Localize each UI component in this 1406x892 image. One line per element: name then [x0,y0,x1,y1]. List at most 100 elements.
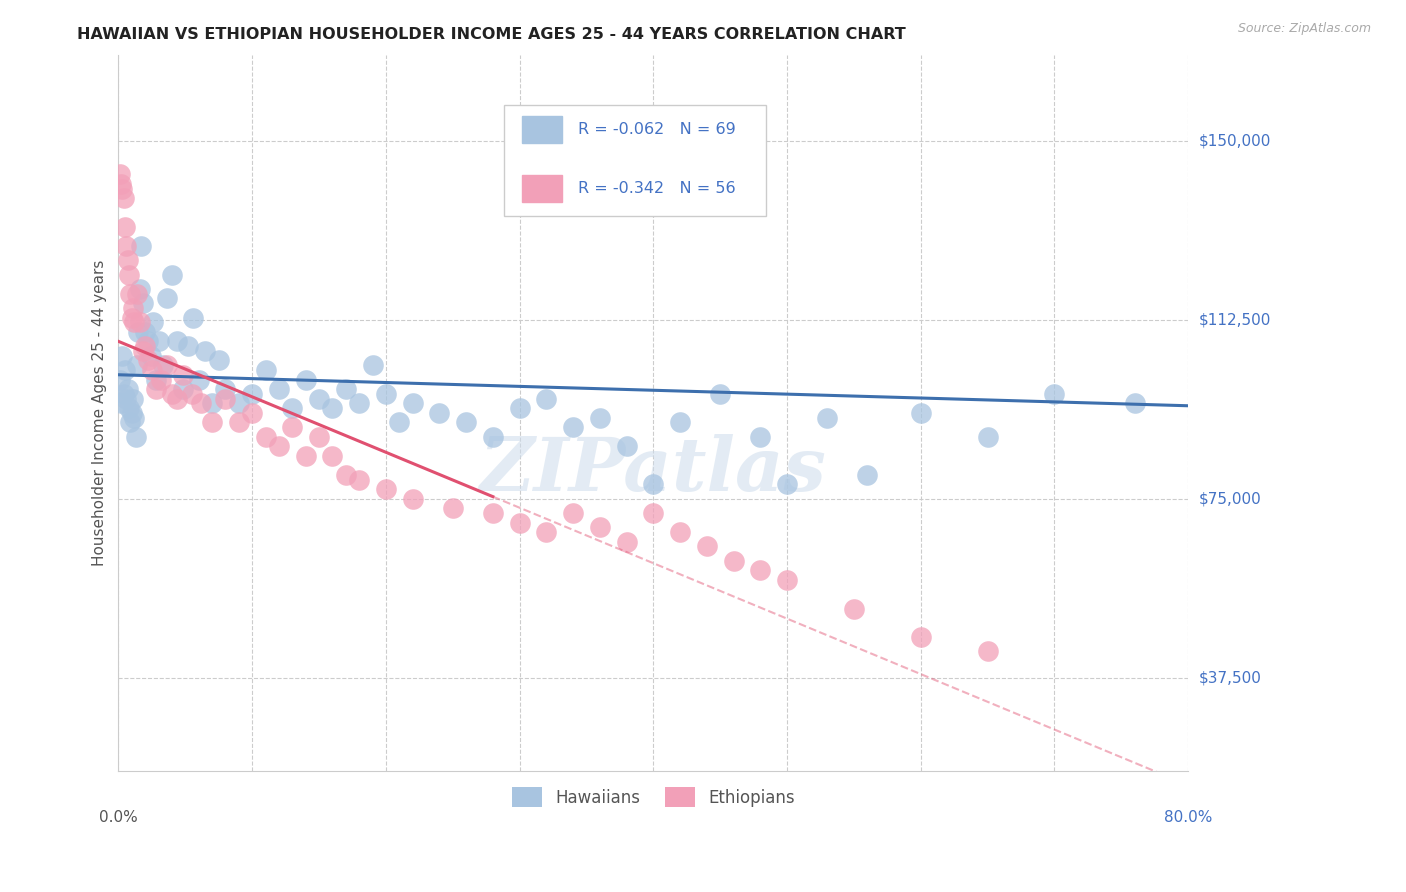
Legend: Hawaiians, Ethiopians: Hawaiians, Ethiopians [505,780,801,814]
Point [321,401,343,416]
Point [1043,387,1066,401]
Point [776,573,799,587]
Point [401,491,423,506]
Point [1123,396,1146,410]
Point [160,387,183,401]
Point [201,396,224,410]
Point [124,315,146,329]
Point [294,449,316,463]
Point [155,358,177,372]
Point [401,396,423,410]
Point [118,401,141,416]
Point [122,301,145,315]
Point [482,430,505,444]
Point [112,387,135,401]
Point [141,363,163,377]
Point [776,477,799,491]
Point [108,372,131,386]
Point [172,368,194,382]
Point [139,349,162,363]
Point [910,630,932,644]
Point [749,563,772,577]
Point [427,406,450,420]
Text: 80.0%: 80.0% [1164,810,1212,825]
Point [131,296,153,310]
Point [335,467,357,482]
Point [228,416,250,430]
Point [709,387,731,401]
Point [128,315,150,329]
Point [120,286,142,301]
Point [589,520,612,534]
Point [842,601,865,615]
Point [214,392,236,406]
Point [254,363,277,377]
Point [308,392,330,406]
Point [616,439,638,453]
Point [134,325,156,339]
Point [643,477,665,491]
Point [669,525,692,540]
Point [308,430,330,444]
Point [134,339,156,353]
Point [456,416,478,430]
Point [127,358,149,372]
Text: R = -0.062   N = 69: R = -0.062 N = 69 [578,122,737,137]
Point [187,372,209,386]
Point [194,343,217,358]
Point [136,334,159,349]
Text: $112,500: $112,500 [1199,312,1271,327]
Point [536,392,558,406]
Point [181,387,204,401]
Point [128,282,150,296]
Point [214,382,236,396]
Point [723,554,745,568]
Point [121,406,143,420]
Point [374,387,396,401]
Point [240,406,263,420]
Point [108,168,131,182]
Point [111,349,134,363]
Text: R = -0.342   N = 56: R = -0.342 N = 56 [578,181,737,195]
FancyBboxPatch shape [503,105,766,216]
Point [815,410,838,425]
Point [148,334,170,349]
Point [136,353,159,368]
Point [117,253,139,268]
Point [228,396,250,410]
Point [150,372,173,386]
Point [114,363,136,377]
Point [142,315,165,329]
Point [536,525,558,540]
Point [177,339,200,353]
Point [120,416,142,430]
Text: 0.0%: 0.0% [98,810,138,825]
Point [616,534,638,549]
Point [117,382,139,396]
Text: $37,500: $37,500 [1199,670,1261,685]
Text: Source: ZipAtlas.com: Source: ZipAtlas.com [1237,22,1371,36]
Point [115,239,138,253]
Point [110,177,132,191]
Point [152,358,174,372]
Point [749,430,772,444]
Text: ZIPatlas: ZIPatlas [479,434,827,507]
Point [441,501,464,516]
Point [509,516,531,530]
Point [267,439,290,453]
Point [183,310,205,325]
Point [145,382,167,396]
Point [281,420,304,434]
Point [124,410,146,425]
Point [562,420,585,434]
Point [160,268,183,282]
Point [112,191,135,205]
Point [172,382,194,396]
Point [121,310,143,325]
Point [388,416,411,430]
Point [125,430,148,444]
Point [240,387,263,401]
Y-axis label: Householder Income Ages 25 - 44 years: Householder Income Ages 25 - 44 years [93,260,107,566]
Point [129,239,152,253]
Point [976,644,998,658]
